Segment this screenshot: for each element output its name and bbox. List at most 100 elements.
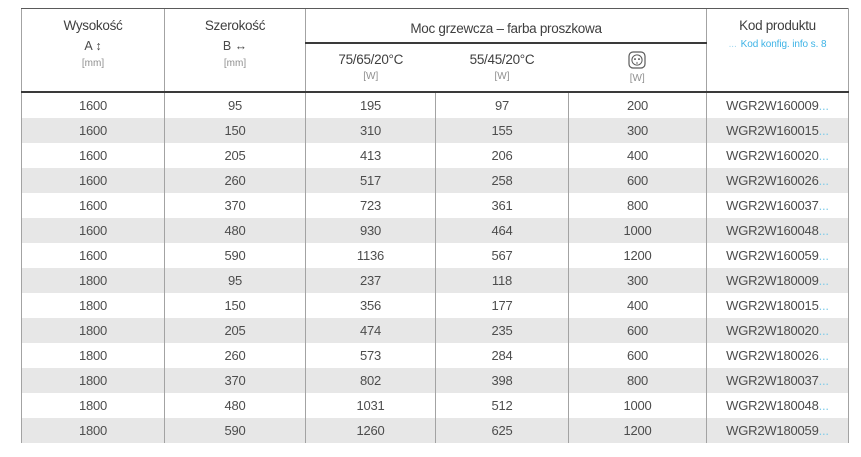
table-row: 1800 260 573 284 600 WGR2W180026... [21,342,850,368]
cell-power-55-45-20: 625 [435,417,569,443]
cell-product-code: WGR2W160037... [706,192,850,218]
cell-width-mm: 480 [164,217,306,243]
cell-power-75-65-20: 310 [305,117,436,143]
product-code-ellipsis: ... [818,322,829,338]
product-code-ellipsis: ... [818,222,829,238]
cell-width-mm: 205 [164,317,306,343]
product-code-ellipsis: ... [818,172,829,188]
subheader-electric: [W] [568,42,707,93]
cell-height-mm: 1800 [21,317,165,343]
cell-power-75-65-20: 723 [305,192,436,218]
cell-power-55-45-20: 235 [435,317,569,343]
cell-power-electric: 1000 [567,217,707,243]
cell-power-electric: 300 [567,117,707,143]
cell-power-55-45-20: 361 [435,192,569,218]
power-group-title: Moc grzewcza – farba proszkowa [410,20,602,36]
temp-75-label: 75/65/20°C [338,52,404,67]
cell-power-75-65-20: 1260 [305,417,436,443]
cell-product-code: WGR2W180037... [706,367,850,393]
cell-product-code: WGR2W160048... [706,217,850,243]
cell-power-55-45-20: 177 [435,292,569,318]
product-code-text: WGR2W160026 [726,172,819,188]
cell-height-mm: 1800 [21,292,165,318]
cell-width-mm: 260 [164,342,306,368]
temp-55-unit: [W] [494,71,510,82]
cell-product-code: WGR2W180059... [706,417,850,443]
table-row: 1600 480 930 464 1000 WGR2W160048... [21,217,850,243]
cell-power-75-65-20: 930 [305,217,436,243]
cell-product-code: WGR2W160059... [706,242,850,268]
cell-power-75-65-20: 195 [305,91,436,118]
cell-power-55-45-20: 567 [435,242,569,268]
table-row: 1600 370 723 361 800 WGR2W160037... [21,192,850,218]
cell-power-electric: 300 [567,267,707,293]
cell-product-code: WGR2W180009... [706,267,850,293]
cell-power-electric: 400 [567,142,707,168]
config-link-label: Kod konfig. info s. 8 [740,39,827,50]
cell-height-mm: 1800 [21,342,165,368]
table-row: 1600 150 310 155 300 WGR2W160015... [21,117,850,143]
cell-power-75-65-20: 1136 [305,242,436,268]
product-code-ellipsis: ... [818,197,829,213]
cell-power-75-65-20: 474 [305,317,436,343]
cell-power-55-45-20: 464 [435,217,569,243]
product-code-text: WGR2W160015 [726,122,819,138]
cell-power-electric: 200 [567,91,707,118]
table-row: 1600 260 517 258 600 WGR2W160026... [21,167,850,193]
product-code-text: WGR2W160009 [726,97,819,113]
cell-product-code: WGR2W160009... [706,91,850,118]
product-code-text: WGR2W180037 [726,372,819,388]
temp-75-unit: [W] [363,71,379,82]
header-width-title: Szerokość [204,18,266,33]
table-row: 1800 150 356 177 400 WGR2W180015... [21,292,850,318]
table-row: 1800 370 802 398 800 WGR2W180037... [21,367,850,393]
cell-width-mm: 205 [164,142,306,168]
table-row: 1800 590 1260 625 1200 WGR2W180059... [21,417,850,443]
cell-power-55-45-20: 118 [435,267,569,293]
cell-power-55-45-20: 512 [435,392,569,418]
cell-product-code: WGR2W160020... [706,142,850,168]
width-symbol-b-arrow: B ↔ [222,39,248,53]
cell-product-code: WGR2W180048... [706,392,850,418]
product-code-ellipsis: ... [818,122,829,138]
cell-power-electric: 400 [567,292,707,318]
product-code-ellipsis: ... [818,347,829,363]
config-link-ellipsis: ... [728,39,737,50]
electric-unit: [W] [629,72,645,84]
product-code-text: WGR2W180009 [726,272,819,288]
cell-width-mm: 480 [164,392,306,418]
config-code-link[interactable]: ... Kod konfig. info s. 8 [707,39,848,50]
cell-power-electric: 800 [567,367,707,393]
table-row: 1600 95 195 97 200 WGR2W160009... [21,91,850,118]
product-code-ellipsis: ... [818,372,829,388]
cell-height-mm: 1800 [21,367,165,393]
radiator-spec-table: Wysokość A ↕ [mm] Szerokość B ↔ [mm] Moc… [21,8,850,443]
header-width-unit: [mm] [223,58,247,69]
header-width-column: Szerokość B ↔ [mm] [164,8,306,93]
subheader-temp-75-65-20: 75/65/20°C [W] [305,42,436,93]
cell-power-55-45-20: 206 [435,142,569,168]
product-code-text: WGR2W180020 [726,322,819,338]
product-code-ellipsis: ... [818,97,829,113]
product-code-ellipsis: ... [818,397,829,413]
product-code-text: WGR2W180015 [726,297,819,313]
cell-power-55-45-20: 97 [435,91,569,118]
cell-power-75-65-20: 413 [305,142,436,168]
subheader-temp-55-45-20: 55/45/20°C [W] [435,42,569,93]
cell-height-mm: 1600 [21,217,165,243]
product-code-ellipsis: ... [818,147,829,163]
cell-power-75-65-20: 356 [305,292,436,318]
height-symbol-a-arrow: A ↕ [84,39,102,53]
temp-55-label: 55/45/20°C [469,52,535,67]
cell-height-mm: 1800 [21,267,165,293]
product-code-ellipsis: ... [818,297,829,313]
cell-power-electric: 600 [567,317,707,343]
product-code-text: WGR2W180026 [726,347,819,363]
cell-height-mm: 1600 [21,242,165,268]
cell-height-mm: 1600 [21,192,165,218]
cell-width-mm: 590 [164,242,306,268]
cell-power-electric: 600 [567,342,707,368]
cell-height-mm: 1600 [21,117,165,143]
cell-product-code: WGR2W160015... [706,117,850,143]
